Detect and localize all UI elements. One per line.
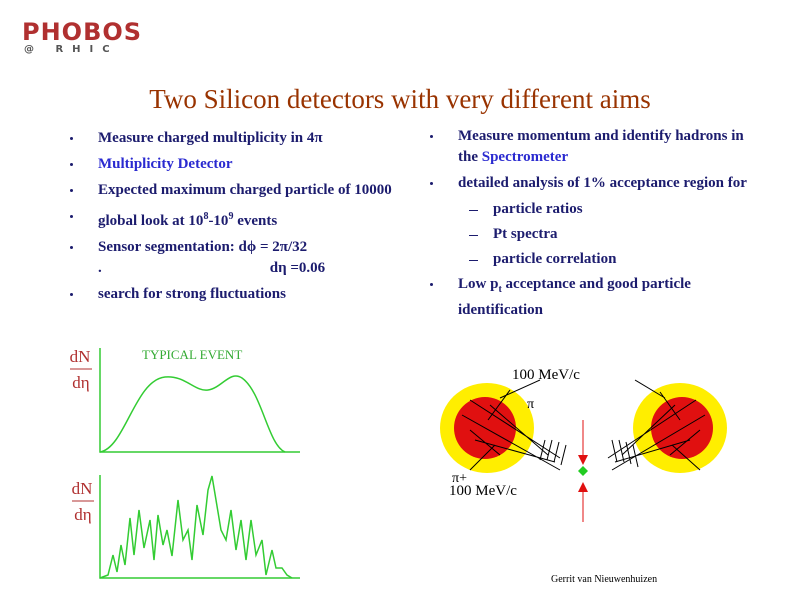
text: Measure momentum and identify hadrons in… (458, 128, 744, 165)
axis-label: dη (74, 505, 91, 524)
bullet: Sensor segmentation: dϕ = 2π/32. dη =0.06 (70, 237, 398, 279)
logo: PHOBOS (22, 18, 143, 46)
text: Sensor segmentation: dϕ = 2π/32 (98, 239, 308, 255)
bullet: Expected maximum charged particle of 100… (70, 180, 398, 201)
logo-site: @ RHIC (24, 44, 119, 55)
bullet: search for strong fluctuations (70, 284, 398, 305)
particle-label: π (527, 397, 534, 412)
bullet: Measure momentum and identify hadrons in… (430, 126, 758, 168)
momentum-label: 100 MeV/c (512, 367, 580, 383)
text: . (98, 260, 102, 276)
beam-spot (578, 466, 588, 476)
tracks (461, 379, 706, 471)
text: t (498, 284, 502, 295)
sub-bullet: particle ratios (469, 199, 758, 220)
bullet: Low pt acceptance and good particle iden… (430, 274, 758, 321)
axes (99, 475, 300, 579)
momentum-label: 100 MeV/c (449, 483, 517, 499)
axis-label: dN (72, 479, 93, 498)
arrow-head (578, 482, 588, 492)
smooth-curve (99, 375, 286, 453)
text: Expected maximum charged particle of 100… (98, 182, 392, 198)
bullet: Measure charged multiplicity in 4π (70, 128, 398, 149)
footer: Gerrit van Nieuwenhuizen (551, 574, 657, 585)
text: global look at 10 (98, 213, 204, 229)
sub-bullet: particle correlation (469, 249, 758, 270)
text: events (233, 213, 278, 229)
text: Pt spectra (493, 226, 558, 242)
axis-label: dN (70, 347, 91, 366)
sub-bullet: Pt spectra (469, 224, 758, 245)
text: particle ratios (493, 201, 583, 217)
spiky-curve (99, 475, 293, 579)
axes (99, 348, 300, 453)
left-list: Measure charged multiplicity in 4π Multi… (70, 128, 398, 310)
detector-core (651, 397, 713, 459)
bullet: global look at 108-109 events (70, 206, 398, 232)
arrow-head (578, 455, 588, 465)
right-list: Measure momentum and identify hadrons in… (430, 126, 758, 326)
text: detailed analysis of 1% acceptance regio… (458, 175, 747, 191)
text: Low p (458, 276, 499, 292)
text: -10 (208, 213, 229, 229)
slide-title: Two Silicon detectors with very differen… (149, 84, 651, 114)
bullet: detailed analysis of 1% acceptance regio… (430, 173, 758, 194)
text: Multiplicity Detector (98, 156, 233, 172)
text: 9 (228, 211, 234, 222)
text: acceptance and good particle identificat… (458, 276, 691, 318)
axis-label: dη (72, 373, 89, 392)
bullet: Multiplicity Detector (70, 154, 398, 175)
text: Measure charged multiplicity in 4π (98, 130, 323, 146)
text: dη =0.06 (269, 260, 326, 276)
particle-label: π+ (452, 471, 467, 486)
plot-label: TYPICAL EVENT (142, 347, 242, 362)
text: particle correlation (493, 251, 617, 267)
text: 8 (203, 211, 209, 222)
text: search for strong fluctuations (98, 286, 286, 302)
text: Spectrometer (481, 149, 569, 165)
